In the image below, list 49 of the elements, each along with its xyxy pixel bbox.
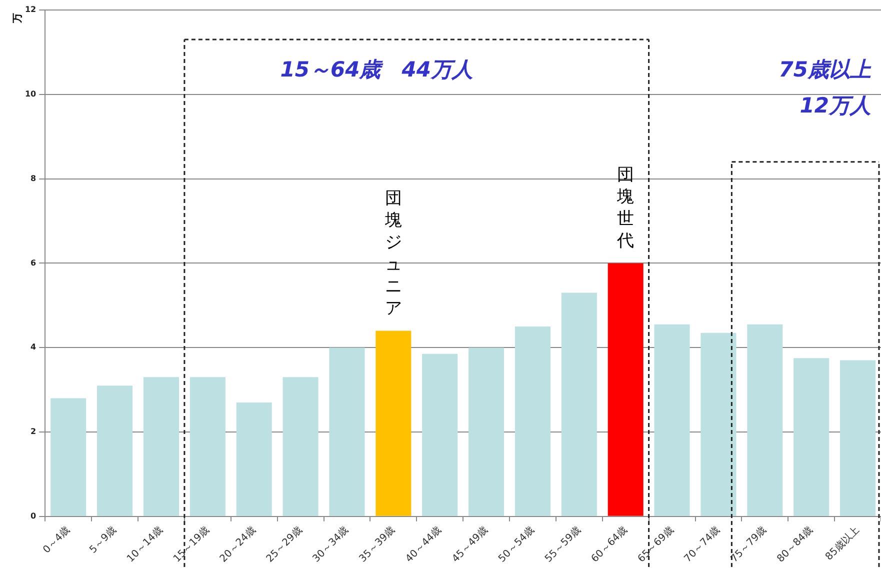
bar bbox=[422, 354, 458, 516]
bar bbox=[747, 324, 783, 516]
bar bbox=[794, 358, 830, 516]
bar bbox=[654, 324, 690, 516]
bar bbox=[190, 377, 226, 516]
x-tick-label: 5～9歳 bbox=[87, 524, 119, 556]
bar bbox=[50, 398, 86, 516]
bar bbox=[376, 330, 412, 516]
annotation: 15～64歳 44万人 bbox=[280, 57, 473, 82]
y-tick-label: 8 bbox=[30, 174, 37, 183]
x-tick-label: 60～64歳 bbox=[588, 524, 630, 565]
y-tick-label: 2 bbox=[30, 427, 36, 436]
bar bbox=[514, 326, 550, 516]
x-tick-label: 20～24歳 bbox=[217, 524, 258, 565]
x-tick-label: 0～4歳 bbox=[40, 524, 72, 556]
x-tick-label: 75～79歳 bbox=[728, 524, 769, 565]
x-tick-label: 35～39歳 bbox=[356, 524, 398, 565]
x-tick-label: 70～74歳 bbox=[682, 524, 722, 565]
x-tick-label: 80～84歳 bbox=[774, 524, 816, 565]
y-tick-label: 12 bbox=[24, 5, 36, 14]
annotation: 団塊世代 bbox=[616, 165, 634, 252]
bar bbox=[282, 377, 318, 516]
x-tick-label: 65～69歳 bbox=[635, 524, 676, 565]
bar bbox=[700, 332, 736, 516]
bar bbox=[468, 348, 504, 516]
annotation: 12万人 bbox=[800, 93, 871, 118]
x-tick-label: 15～19歳 bbox=[170, 524, 212, 565]
x-tick-label: 10～14歳 bbox=[124, 524, 166, 565]
bar bbox=[97, 386, 133, 516]
bar bbox=[840, 360, 876, 516]
x-tick-label: 25～29歳 bbox=[264, 524, 304, 565]
y-tick-label: 0 bbox=[30, 511, 37, 520]
bar bbox=[236, 402, 272, 516]
y-tick-label: 6 bbox=[30, 258, 37, 268]
y-axis-title: 万 bbox=[12, 13, 24, 24]
y-tick-label: 4 bbox=[30, 342, 37, 352]
x-tick-label: 85歳以上 bbox=[823, 524, 862, 563]
x-tick-label: 45～49歳 bbox=[450, 524, 490, 565]
x-tick-label: 30～34歳 bbox=[310, 524, 351, 565]
y-tick-label: 10 bbox=[24, 89, 37, 98]
x-tick-label: 40～44歳 bbox=[403, 524, 444, 565]
annotation: 75歳以上 bbox=[778, 57, 872, 82]
bar bbox=[561, 292, 597, 516]
annotation: 団塊ジュニア bbox=[384, 188, 402, 319]
bar bbox=[143, 377, 179, 516]
x-tick-label: 50～54歳 bbox=[496, 524, 537, 565]
bar bbox=[329, 348, 365, 516]
bar bbox=[608, 263, 644, 516]
x-tick-label: 55～59歳 bbox=[542, 524, 584, 565]
